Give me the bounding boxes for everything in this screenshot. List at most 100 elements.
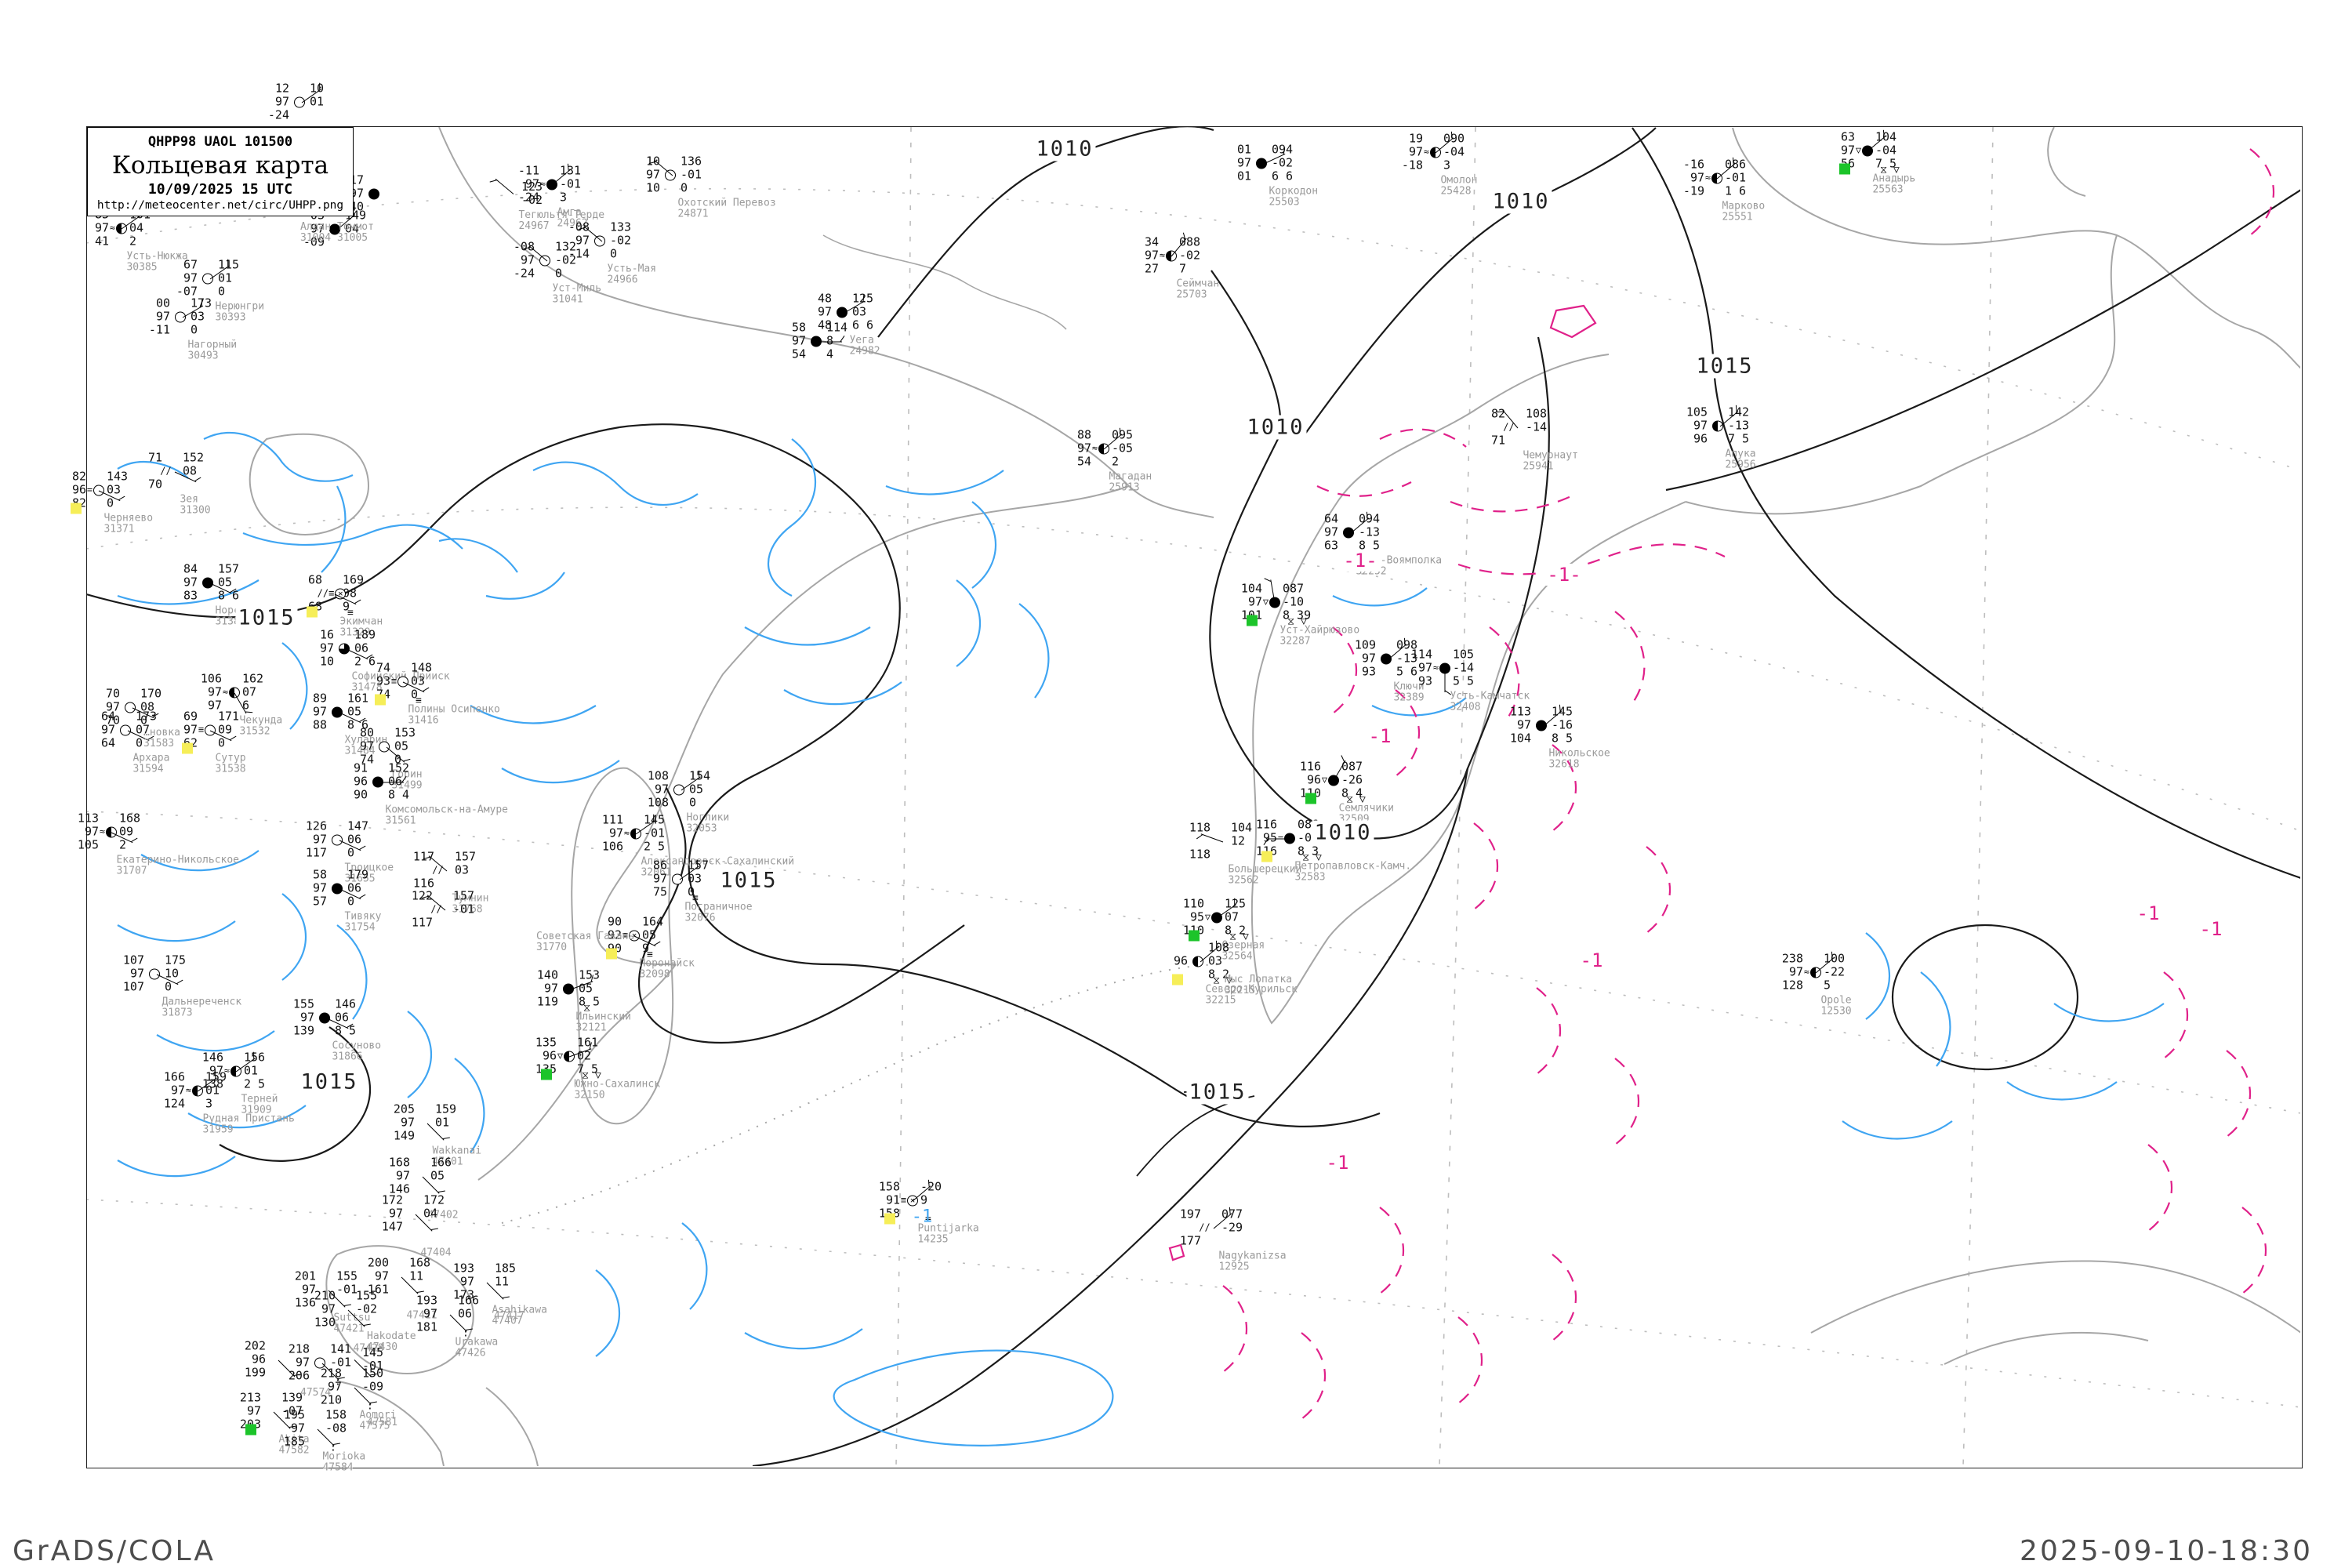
station-id: 31707 (116, 865, 147, 877)
station-pressure-change: -07 (281, 1403, 303, 1418)
isobar-label: 1010 (1244, 415, 1307, 440)
station-temperature: 238 (1781, 951, 1803, 966)
station-humidity: 97 (183, 722, 198, 737)
station-circle-icon (1380, 653, 1392, 664)
station-humidity: 97 (246, 1403, 261, 1418)
map-title: Кольцевая карта (111, 151, 329, 180)
station-name: Коркодон (1269, 185, 1319, 198)
station-humidity: 97 (524, 176, 539, 191)
station-dewpoint: -19 (1682, 183, 1704, 198)
isobar-label: 1010 (1033, 136, 1096, 162)
station-name: Чемурнаут (1523, 449, 1578, 462)
station-temperature: 110 (1182, 896, 1204, 911)
place-id: 31005 (337, 232, 368, 244)
station-pressure-change: -22 (1824, 964, 1846, 979)
station-humidity: 97 (207, 684, 222, 699)
station-humidity: 97 (1693, 418, 1708, 433)
station-pressure: 164 (642, 914, 664, 929)
station-temperature: 116 (1255, 817, 1277, 832)
station-weather-group: 0 (140, 713, 148, 728)
station-dewpoint: 41 (94, 234, 109, 249)
station-extra-symbols: ⧖ (583, 1002, 591, 1014)
station-name: Большерецкий (1228, 863, 1302, 876)
station-id: 47402 (427, 1209, 459, 1221)
weather-station-plot: 58 114 97 8 54 4 (776, 321, 861, 361)
bulletin-header: QHPP98 UAOL 101500 (147, 134, 293, 150)
station-dewpoint: -18 (1401, 158, 1423, 172)
station-weather-group (1524, 434, 1560, 448)
station-pressure: 166 (458, 1293, 480, 1308)
station-name: Полины Осипенко (408, 703, 500, 716)
station-circle-icon (331, 834, 343, 845)
station-id: 31909 (241, 1104, 272, 1116)
station-weather-group: 0 (347, 894, 355, 909)
station-id: 47426 (455, 1347, 486, 1359)
station-id: 32389 (1393, 691, 1425, 704)
station-name: Нагорный (187, 339, 238, 351)
weather-symbol: ≈ (185, 1084, 192, 1096)
station-pressure-change: -01 (560, 176, 582, 191)
station-dewpoint: 10 (645, 180, 660, 195)
station-pressure: 161 (577, 1035, 599, 1050)
place-name: 47581 (367, 1417, 398, 1428)
station-id: 30393 (215, 311, 246, 324)
station-dewpoint: 63 (1323, 538, 1338, 553)
station-dewpoint: 74 (359, 752, 374, 767)
station-temperature: 195 (283, 1407, 305, 1422)
station-temperature: 114 (1410, 647, 1432, 662)
station-dewpoint: 01 (1236, 169, 1251, 183)
station-id: 31655 (344, 873, 376, 885)
station-id: 32618 (1548, 758, 1580, 771)
station-temperature: 166 (163, 1069, 185, 1084)
weather-station-plot: 70 170 97 08 70 0 (90, 686, 175, 728)
station-weather-group: 3 (560, 190, 568, 205)
station-dewpoint: -24 (513, 266, 535, 281)
station-name: Ильинский (575, 1011, 631, 1023)
weather-station-plot: 16 189 97 06 10 2 6 Софийский Прииск 31478 (304, 628, 450, 693)
station-weather-group: 2 (1112, 454, 1120, 469)
station-dewpoint: 27 (1144, 261, 1159, 276)
station-id: 32076 (684, 912, 716, 924)
pressure-change-label: -1- (1544, 564, 1584, 586)
weather-station-plot: 108 96 03 8 2 ⧖ ▽ Северо-Курильск 32215 (1158, 941, 1298, 1006)
station-id: 31866 (332, 1051, 363, 1063)
station-temperature: 82 (71, 469, 86, 484)
station-pressure-change: 01 (218, 270, 233, 285)
station-weather-group: 8 4 (1341, 786, 1363, 800)
station-pressure-change: -14 (1526, 419, 1548, 434)
station-pressure-change: 06 (458, 1306, 473, 1321)
station-name: Уст-Миль (552, 282, 602, 295)
station-temperature: -08 (568, 220, 590, 234)
station-pressure: 172 (423, 1192, 445, 1207)
station-pressure-change: 07 (136, 722, 151, 737)
wind-barb-icon (1444, 668, 1446, 692)
station-humidity (1475, 421, 1505, 434)
station-humidity: 97 (274, 94, 289, 109)
station-pressure-change: 01 (205, 1083, 220, 1098)
station-id: 31538 (215, 763, 246, 775)
station-humidity: 97 (1408, 144, 1423, 159)
station-name: Пограничное (684, 901, 753, 913)
station-humidity: 97 (312, 880, 327, 895)
rivers (117, 431, 2165, 1446)
station-temperature: 218 (288, 1341, 310, 1356)
station-temperature (1158, 942, 1188, 955)
station-pressure-change: 03 (191, 309, 205, 324)
station-temperature: 70 (105, 686, 120, 701)
station-temperature: 197 (1179, 1207, 1201, 1221)
station-humidity: 97 (1690, 170, 1704, 185)
station-extra-symbols: : (367, 1400, 373, 1412)
station-weather-group: 5 5 (1453, 673, 1475, 688)
station-pressure-change: -13 (1728, 418, 1750, 433)
station-temperature: 155 (292, 996, 314, 1011)
weather-symbol: = (86, 484, 93, 495)
station-weather-group: 0 (411, 687, 419, 702)
station-weather-group: 2 5 (244, 1076, 266, 1091)
station-pressure-change: 05 (642, 927, 657, 942)
station-dewpoint: 71 (1490, 433, 1505, 448)
station-weather-group (181, 478, 217, 492)
station-pressure-change: -01 (644, 826, 666, 840)
station-pressure: 155 (336, 1269, 358, 1283)
station-dewpoint: 118 (1189, 847, 1210, 862)
